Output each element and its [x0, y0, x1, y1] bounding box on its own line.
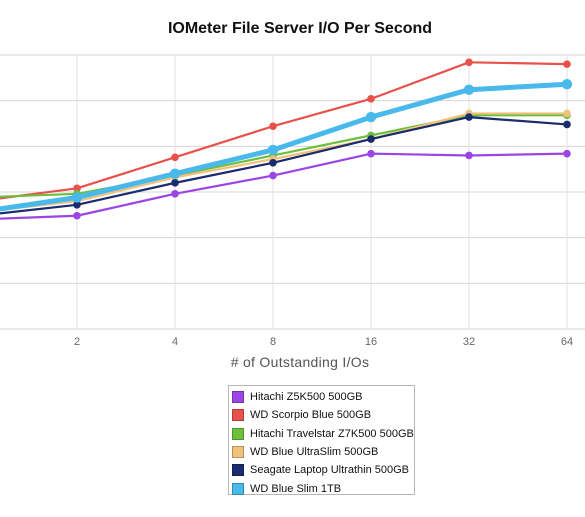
- data-point: [563, 120, 571, 129]
- chart-title: IOMeter File Server I/O Per Second: [167, 20, 433, 37]
- data-point: [465, 113, 473, 121]
- legend-swatch: [232, 409, 244, 422]
- legend-label: WD Blue Slim 1TB: [250, 482, 342, 495]
- legend-swatch: [232, 446, 244, 459]
- legend-item: Hitachi Travelstar Z7K500 500GB: [232, 425, 414, 443]
- legend-swatch: [232, 427, 244, 440]
- legend-swatch: [232, 464, 244, 477]
- data-point: [171, 179, 179, 187]
- legend-item: WD Blue UltraSlim 500GB: [232, 443, 414, 461]
- legend-swatch: [232, 482, 244, 495]
- x-tick-label: 32: [463, 336, 475, 348]
- series-layer: [0, 58, 573, 220]
- data-point: [73, 200, 81, 209]
- series-line: [0, 61, 569, 200]
- series-6: [0, 79, 573, 212]
- series-5: [0, 113, 571, 215]
- x-tick-label: 4: [172, 336, 178, 348]
- legend-label: Hitachi Travelstar Z7K500 500GB: [250, 427, 414, 440]
- data-point: [465, 58, 473, 67]
- legend-item: WD Blue Slim 1TB: [232, 479, 414, 497]
- data-point: [563, 109, 571, 118]
- x-tick-label: 8: [270, 336, 276, 348]
- data-point: [465, 151, 473, 160]
- legend-label: Hitachi Z5K500 500GB: [250, 391, 363, 404]
- data-point: [269, 171, 277, 180]
- data-point: [269, 122, 277, 131]
- data-point: [561, 79, 573, 90]
- x-tick-layer: 2 4 8 16 32 64: [74, 336, 573, 348]
- series-line: [0, 116, 569, 215]
- legend-label: Seagate Laptop Ultrathin 500GB: [250, 464, 410, 477]
- chart-plot-area: 2 4 8 16 32 64: [0, 54, 585, 348]
- x-axis-title: # of Outstanding I/Os: [230, 354, 370, 370]
- data-point: [367, 95, 375, 103]
- x-tick-label: 2: [74, 336, 80, 348]
- x-tick-label: 64: [561, 336, 573, 348]
- series-2: [0, 58, 571, 200]
- data-point: [267, 144, 279, 156]
- data-point: [367, 149, 375, 158]
- data-point: [269, 158, 277, 167]
- legend-label: WD Blue UltraSlim 500GB: [250, 446, 379, 459]
- data-point: [73, 184, 81, 193]
- legend-item: WD Scorpio Blue 500GB: [232, 406, 414, 424]
- data-point: [71, 192, 83, 203]
- legend-label: WD Scorpio Blue 500GB: [250, 409, 372, 422]
- x-tick-label: 16: [365, 336, 377, 348]
- chart-legend: Hitachi Z5K500 500GB WD Scorpio Blue 500G…: [228, 385, 415, 495]
- series-1: [0, 149, 571, 220]
- legend-item: Hitachi Z5K500 500GB: [232, 388, 414, 406]
- data-point: [171, 153, 179, 162]
- legend-item: Seagate Laptop Ultrathin 500GB: [232, 461, 414, 479]
- data-point: [563, 149, 571, 158]
- data-point: [73, 211, 81, 220]
- data-point: [171, 190, 179, 198]
- data-point: [367, 135, 375, 143]
- data-point: [169, 168, 181, 179]
- data-point: [463, 84, 475, 95]
- data-point: [365, 111, 377, 123]
- data-point: [563, 60, 571, 68]
- series-4: [0, 109, 571, 211]
- legend-swatch: [232, 391, 244, 404]
